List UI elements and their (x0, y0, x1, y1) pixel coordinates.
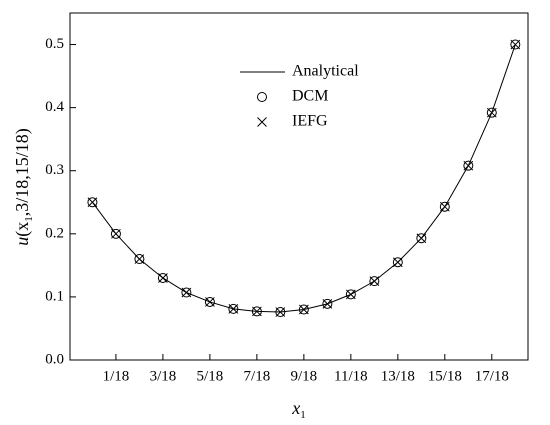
marker-circle (251, 306, 262, 317)
y-label-part: ,3/18,15/18) (12, 128, 33, 216)
y-label-part: u (12, 237, 32, 246)
marker-circle (369, 276, 380, 287)
x-tick-label: 15/18 (428, 368, 462, 384)
y-tick-label: 0.5 (45, 36, 64, 52)
marker-circle (345, 289, 356, 300)
marker-cross (486, 107, 497, 118)
legend-label: IEFG (292, 113, 328, 130)
marker-cross (510, 39, 521, 50)
marker-cross (345, 289, 356, 300)
marker-circle (439, 201, 450, 212)
marker-circle (134, 254, 145, 265)
marker-circle (228, 303, 239, 314)
marker-cross (205, 297, 215, 307)
marker-circle (486, 107, 497, 118)
marker-cross (322, 298, 333, 309)
legend-label: DCM (292, 88, 328, 105)
marker-circle (204, 296, 215, 307)
x-label-part: 1 (300, 409, 306, 421)
x-tick-label: 5/18 (197, 368, 224, 384)
x-tick-label: 3/18 (150, 368, 177, 384)
marker-circle (157, 272, 168, 283)
marker-cross (252, 306, 262, 317)
y-tick-label: 0.0 (45, 351, 64, 367)
marker-cross (463, 160, 474, 171)
legend-label: Analytical (292, 63, 359, 80)
x-axis-label: x1 (291, 398, 306, 420)
marker-cross (416, 233, 427, 244)
x-tick-label: 9/18 (291, 368, 318, 384)
marker-cross (369, 276, 380, 286)
marker-cross (87, 197, 98, 208)
series-line (92, 44, 516, 313)
marker-cross (111, 228, 121, 239)
marker-cross (299, 304, 309, 315)
marker-circle (416, 233, 427, 244)
marker-circle (510, 39, 521, 50)
y-axis-label: u(x1,3/18,15/18) (12, 128, 34, 246)
x-tick-label: 17/18 (475, 368, 509, 384)
y-tick-label: 0.4 (45, 99, 64, 115)
marker-circle (110, 228, 121, 239)
plot-frame (69, 12, 529, 361)
marker-circle (298, 304, 309, 315)
x-tick-label: 1/18 (103, 368, 130, 384)
x-tick-label: 13/18 (381, 368, 415, 384)
y-tick-label: 0.1 (45, 288, 64, 304)
marker-cross (392, 257, 403, 268)
legend-marker (257, 117, 267, 127)
x-label-part: x (291, 398, 300, 418)
marker-circle (87, 197, 98, 208)
y-tick-label: 0.2 (45, 225, 64, 241)
x-tick-label: 7/18 (244, 368, 271, 384)
y-tick-label: 0.3 (45, 162, 64, 178)
y-label-part: 1 (23, 216, 35, 222)
marker-cross (228, 304, 239, 314)
marker-cross (158, 273, 168, 283)
marker-cross (439, 201, 450, 212)
marker-circle (322, 298, 333, 309)
marker-circle (275, 307, 286, 318)
marker-cross (181, 287, 192, 298)
legend-marker (257, 92, 267, 102)
marker-circle (463, 160, 474, 171)
marker-cross (134, 254, 145, 264)
marker-circle (392, 257, 403, 268)
marker-cross (275, 307, 286, 317)
y-label-part: (x (12, 222, 33, 237)
x-tick-label: 11/18 (334, 368, 368, 384)
marker-circle (181, 287, 192, 298)
